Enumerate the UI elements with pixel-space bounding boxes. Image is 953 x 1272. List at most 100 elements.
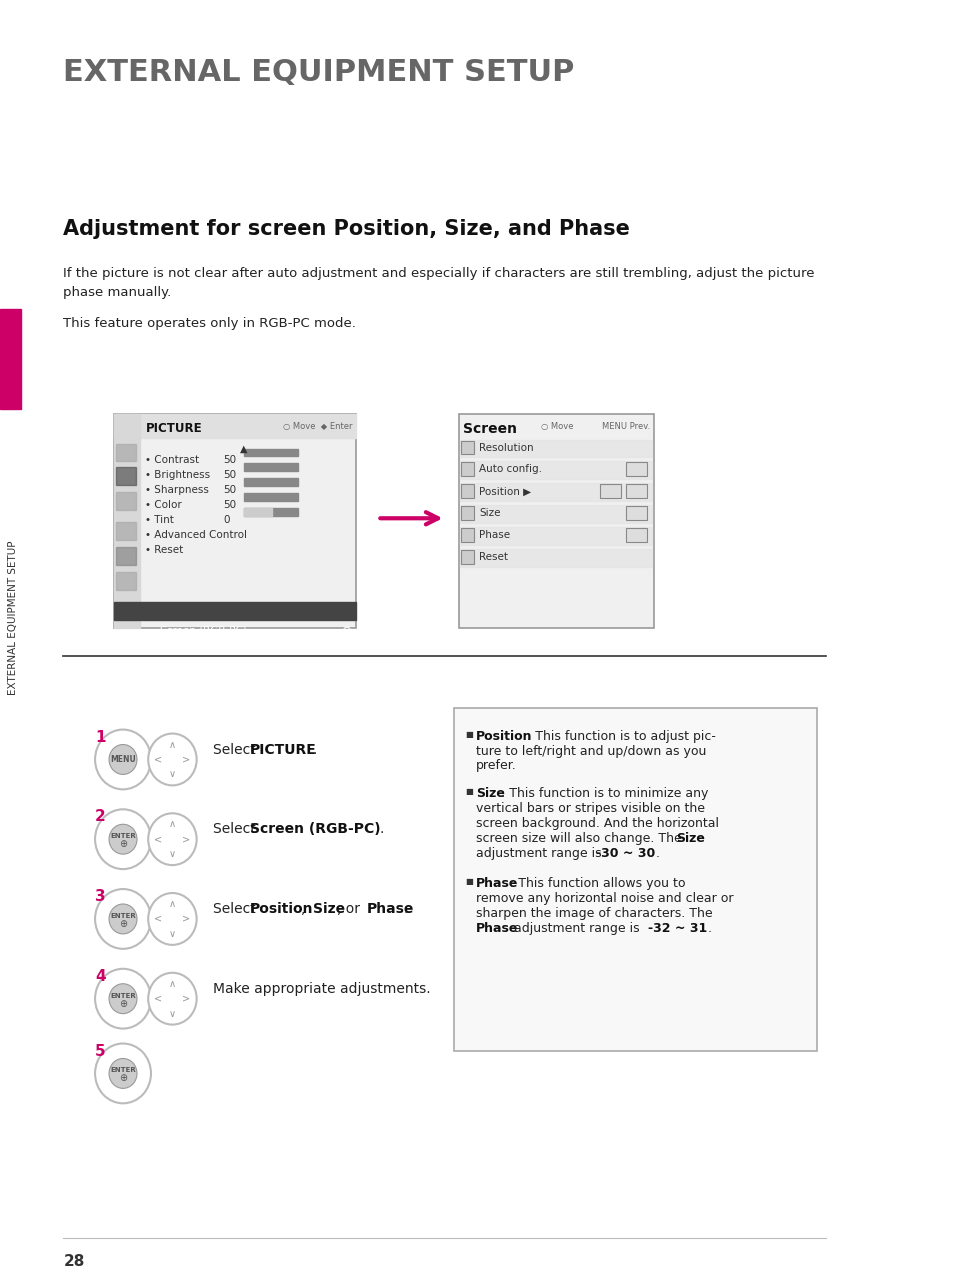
Text: Resolution: Resolution <box>478 443 533 453</box>
Circle shape <box>109 744 137 775</box>
Text: ○ Move  ◆ Enter: ○ Move ◆ Enter <box>282 421 352 431</box>
Bar <box>113 413 140 628</box>
Bar <box>458 413 654 628</box>
Text: ⊕: ⊕ <box>119 999 127 1009</box>
Text: Size: Size <box>675 832 704 845</box>
Text: PICTURE: PICTURE <box>250 743 316 757</box>
Text: ∧: ∧ <box>169 819 175 829</box>
Text: ENTER: ENTER <box>110 913 135 918</box>
Text: ENTER: ENTER <box>110 1067 135 1074</box>
Text: .: . <box>403 902 408 916</box>
Text: 50: 50 <box>223 455 236 466</box>
Bar <box>461 485 474 499</box>
Text: • Color: • Color <box>145 500 182 510</box>
Text: MENU Prev.: MENU Prev. <box>601 421 650 431</box>
Text: 1: 1 <box>95 730 106 744</box>
Bar <box>460 528 652 546</box>
Text: 28: 28 <box>63 1254 85 1269</box>
Circle shape <box>109 824 137 855</box>
Text: Phase: Phase <box>366 902 414 916</box>
Bar <box>113 602 355 619</box>
Text: screen background. And the horizontal: screen background. And the horizontal <box>476 818 719 831</box>
Bar <box>244 509 272 516</box>
Text: 50: 50 <box>223 486 236 495</box>
Circle shape <box>109 983 137 1014</box>
Bar <box>244 478 298 486</box>
Text: Phase: Phase <box>476 878 518 890</box>
Text: adjustment range is: adjustment range is <box>509 922 642 935</box>
Text: .: . <box>655 847 659 860</box>
Text: • Brightness: • Brightness <box>145 471 211 481</box>
Text: • Tint: • Tint <box>145 515 174 525</box>
Text: • Reset: • Reset <box>145 546 184 555</box>
Circle shape <box>109 1058 137 1089</box>
Bar <box>0 309 20 408</box>
Text: Adjustment for screen Position, Size, and Phase: Adjustment for screen Position, Size, an… <box>63 219 630 239</box>
Text: ■: ■ <box>465 730 473 739</box>
Bar <box>460 505 652 523</box>
Text: 2: 2 <box>95 809 106 824</box>
Text: >: > <box>182 754 191 764</box>
Text: >: > <box>182 915 191 923</box>
Text: ⊕: ⊕ <box>119 918 127 929</box>
Bar <box>460 550 652 567</box>
Text: Select: Select <box>213 902 259 916</box>
Text: Auto config.: Auto config. <box>478 464 541 474</box>
Text: ture to left/right and up/down as you: ture to left/right and up/down as you <box>476 744 706 758</box>
Bar <box>115 444 136 462</box>
Bar <box>626 506 646 520</box>
Text: Size: Size <box>313 902 345 916</box>
Text: <: < <box>154 915 162 923</box>
Bar <box>244 449 298 457</box>
Text: 5: 5 <box>95 1043 106 1058</box>
Text: ,: , <box>301 902 310 916</box>
Text: Select: Select <box>213 822 259 836</box>
Text: EXTERNAL EQUIPMENT SETUP: EXTERNAL EQUIPMENT SETUP <box>63 57 574 86</box>
Text: ⊕: ⊕ <box>119 840 127 850</box>
Text: Select: Select <box>213 743 259 757</box>
Bar <box>460 462 652 480</box>
Text: Screen (RGB-PC): Screen (RGB-PC) <box>250 822 380 836</box>
Text: , or: , or <box>337 902 364 916</box>
Bar <box>461 551 474 563</box>
Text: ∧: ∧ <box>169 899 175 909</box>
Bar <box>460 440 652 458</box>
Bar <box>113 413 355 628</box>
Bar <box>115 547 136 565</box>
Text: ∧: ∧ <box>169 739 175 749</box>
Bar <box>461 506 474 520</box>
Text: PICTURE: PICTURE <box>145 421 202 435</box>
Bar <box>461 440 474 454</box>
Text: • Advanced Control: • Advanced Control <box>145 530 247 541</box>
Circle shape <box>95 809 151 869</box>
Text: : This function is to minimize any: : This function is to minimize any <box>501 787 708 800</box>
Bar <box>461 463 474 477</box>
Circle shape <box>148 893 196 945</box>
Text: sharpen the image of characters. The: sharpen the image of characters. The <box>476 907 712 920</box>
Bar <box>244 463 298 472</box>
Text: .: . <box>312 743 316 757</box>
Text: prefer.: prefer. <box>476 759 517 772</box>
Bar <box>113 413 355 438</box>
Text: <: < <box>154 754 162 764</box>
Text: >: > <box>182 834 191 845</box>
Text: adjustment range is: adjustment range is <box>476 847 605 860</box>
Bar <box>115 467 136 486</box>
Bar <box>460 483 652 501</box>
Text: ∨: ∨ <box>169 850 175 859</box>
Circle shape <box>95 730 151 790</box>
Text: ∨: ∨ <box>169 929 175 939</box>
Text: ⊕: ⊕ <box>119 1074 127 1084</box>
Text: 4: 4 <box>95 969 106 983</box>
Text: vertical bars or stripes visible on the: vertical bars or stripes visible on the <box>476 803 704 815</box>
Text: .: . <box>379 822 383 836</box>
Text: This feature operates only in RGB-PC mode.: This feature operates only in RGB-PC mod… <box>63 317 355 329</box>
Bar <box>115 523 136 541</box>
Text: ∨: ∨ <box>169 770 175 780</box>
Circle shape <box>148 813 196 865</box>
Text: • Sharpness: • Sharpness <box>145 486 209 495</box>
Text: ENTER: ENTER <box>110 992 135 999</box>
Text: screen size will also change. The: screen size will also change. The <box>476 832 685 845</box>
Text: : This function is to adjust pic-: : This function is to adjust pic- <box>526 730 715 743</box>
Text: Position: Position <box>250 902 313 916</box>
